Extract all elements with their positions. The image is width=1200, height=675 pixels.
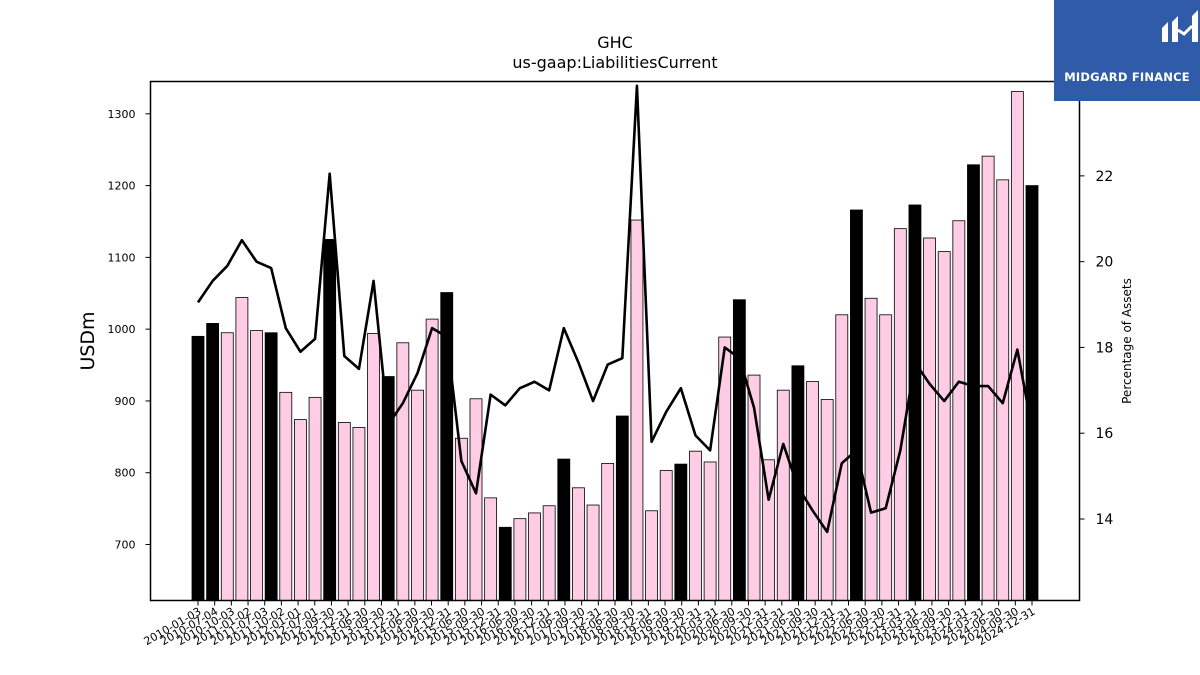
bar	[703, 461, 717, 601]
y-tick-label: 1100	[108, 251, 136, 264]
y-tick-label: 900	[115, 395, 136, 408]
bar	[630, 219, 644, 601]
y-axis-label: USDm	[77, 311, 99, 370]
left-axis: 700 800 900 1000 1100 1200 1300	[108, 108, 151, 552]
y-tick-label: 1200	[108, 180, 136, 193]
y-tick-label: 1000	[108, 323, 136, 336]
x-axis: 2010-01-032010-07-042010-10-032011-01-02…	[142, 600, 1038, 648]
bar	[952, 220, 966, 601]
bar	[981, 155, 995, 601]
bar	[850, 209, 863, 601]
bar	[835, 314, 849, 601]
bar	[864, 297, 878, 601]
percentage-line	[196, 84, 1034, 534]
bar	[674, 463, 688, 601]
bar	[498, 526, 512, 601]
bar	[893, 228, 907, 601]
bar	[1025, 185, 1039, 601]
bar	[235, 297, 249, 601]
bar	[513, 518, 527, 601]
bar	[645, 510, 658, 601]
right-axis: 14 16 18 20 22	[1079, 169, 1114, 528]
y2-tick-label: 22	[1096, 169, 1114, 185]
bar	[659, 470, 673, 601]
bar	[586, 504, 600, 601]
bar	[381, 376, 395, 601]
y2-tick-label: 14	[1096, 512, 1114, 528]
bar	[323, 239, 337, 601]
line-series	[196, 84, 1034, 534]
bar	[337, 422, 351, 601]
bar	[469, 398, 483, 601]
bar	[250, 330, 263, 601]
y2-axis-label: Percentage of Assets	[1120, 278, 1134, 404]
bar	[1010, 91, 1024, 601]
bar	[923, 237, 936, 601]
y2-tick-label: 20	[1096, 255, 1114, 271]
bar	[689, 450, 702, 601]
bar	[557, 458, 571, 601]
bar	[191, 335, 205, 601]
bar	[572, 487, 585, 601]
chart-title: GHC	[597, 33, 633, 52]
bar	[908, 204, 922, 601]
bar-series	[191, 91, 1039, 601]
bar	[367, 333, 380, 601]
bar	[206, 323, 220, 601]
bar	[352, 427, 366, 601]
bar	[776, 389, 790, 601]
bar	[411, 389, 424, 601]
bar	[732, 299, 746, 601]
bar	[806, 381, 819, 601]
bar	[279, 391, 293, 601]
bar	[601, 462, 615, 601]
chart-subtitle: us-gaap:LiabilitiesCurrent	[512, 53, 717, 72]
bar	[294, 419, 307, 601]
bar	[615, 415, 629, 601]
bar	[937, 251, 951, 601]
bar	[425, 318, 439, 601]
bar	[967, 164, 980, 601]
bar	[879, 314, 893, 601]
midgard-logo-icon	[1162, 10, 1198, 42]
y2-tick-label: 18	[1096, 340, 1114, 356]
y-tick-label: 800	[115, 467, 136, 480]
bar	[264, 332, 278, 601]
bar	[820, 399, 834, 601]
bar	[396, 342, 410, 601]
bar	[542, 505, 556, 601]
brand-logo: MIDGARD FINANCE	[1054, 0, 1200, 101]
y2-tick-label: 16	[1096, 426, 1114, 442]
y-tick-label: 1300	[108, 108, 136, 121]
logo-text: MIDGARD FINANCE	[1064, 70, 1190, 84]
y-tick-label: 700	[115, 539, 136, 552]
bar	[220, 332, 234, 601]
bar	[528, 512, 541, 601]
bar	[308, 396, 322, 601]
bar	[484, 497, 498, 601]
